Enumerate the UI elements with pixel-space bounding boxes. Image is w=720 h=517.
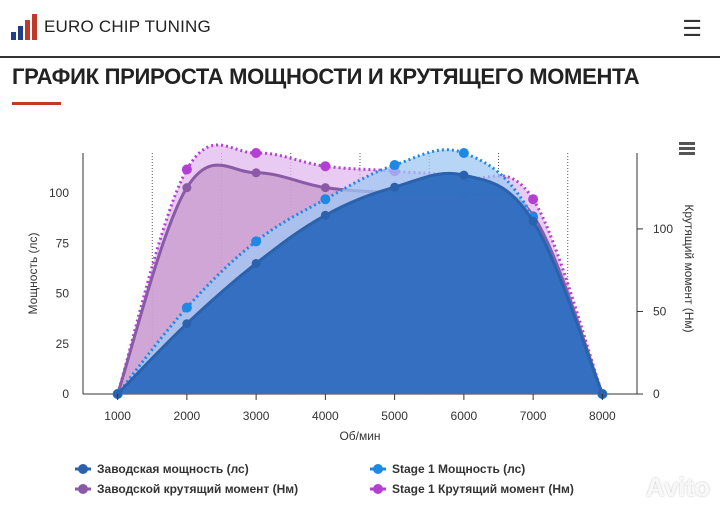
- chart-menu-icon[interactable]: [679, 152, 695, 155]
- y2-axis-title: Крутящий момент (Нм): [682, 204, 696, 332]
- x-axis-title: Об/мин: [339, 429, 380, 443]
- data-point: [320, 210, 330, 220]
- x-tick-label: 5000: [381, 409, 408, 423]
- y-tick-label: 25: [56, 337, 70, 351]
- x-tick-label: 1000: [104, 409, 131, 423]
- y-axis-title: Мощность (лс): [26, 232, 40, 314]
- data-point: [528, 194, 539, 205]
- legend-item[interactable]: Stage 1 Крутящий момент (Нм): [392, 482, 574, 496]
- legend-marker: [78, 464, 88, 474]
- y-tick-label: 75: [56, 236, 70, 250]
- chart-menu-icon[interactable]: [679, 142, 695, 145]
- data-point: [458, 148, 469, 158]
- x-tick-label: 4000: [312, 409, 339, 423]
- site-header: EURO CHIP TUNING ☰: [0, 0, 720, 58]
- page-title: ГРАФИК ПРИРОСТА МОЩНОСТИ И КРУТЯЩЕГО МОМ…: [12, 64, 640, 89]
- legend-item[interactable]: Заводской крутящий момент (Нм): [97, 482, 298, 496]
- data-point: [390, 182, 400, 192]
- data-point: [251, 148, 262, 158]
- series-area: [117, 173, 603, 394]
- x-tick-label: 3000: [243, 409, 270, 423]
- data-point: [251, 168, 261, 178]
- chart-menu-icon[interactable]: [679, 147, 695, 150]
- y2-tick-label: 0: [653, 387, 660, 401]
- x-tick-label: 8000: [589, 409, 616, 423]
- data-point: [528, 216, 538, 226]
- y-tick-label: 100: [49, 186, 69, 200]
- power-torque-chart: 1000 2000 3000 4000 5000 6000 7000 800002550751…: [26, 142, 696, 496]
- y-tick-label: 0: [62, 387, 69, 401]
- hamburger-icon[interactable]: ☰: [682, 16, 702, 41]
- title-underline: [12, 102, 61, 105]
- data-point: [459, 170, 469, 180]
- legend-marker: [373, 484, 383, 494]
- data-point: [251, 258, 261, 268]
- logo-icon: [11, 14, 37, 40]
- y2-tick-label: 50: [653, 304, 667, 318]
- data-point: [320, 183, 330, 193]
- legend-item[interactable]: Stage 1 Мощность (лс): [392, 462, 525, 476]
- data-point: [389, 160, 400, 171]
- data-point: [320, 194, 331, 205]
- series-line: [116, 171, 604, 396]
- data-point: [320, 161, 331, 172]
- y-tick-label: 50: [56, 287, 70, 301]
- y2-tick-label: 100: [653, 222, 673, 236]
- x-tick-label: 7000: [520, 409, 547, 423]
- legend-marker: [78, 484, 88, 494]
- brand-name[interactable]: EURO CHIP TUNING: [44, 17, 211, 36]
- legend-marker: [373, 464, 383, 474]
- x-tick-label: 2000: [174, 409, 201, 423]
- data-point: [251, 236, 262, 247]
- avito-watermark: Avito: [645, 472, 710, 502]
- data-point: [181, 302, 192, 313]
- data-point: [182, 319, 192, 329]
- data-point: [181, 164, 192, 175]
- series-line: [116, 143, 604, 395]
- data-point: [182, 183, 192, 193]
- legend-item[interactable]: Заводская мощность (лс): [97, 462, 249, 476]
- x-tick-label: 6000: [451, 409, 478, 423]
